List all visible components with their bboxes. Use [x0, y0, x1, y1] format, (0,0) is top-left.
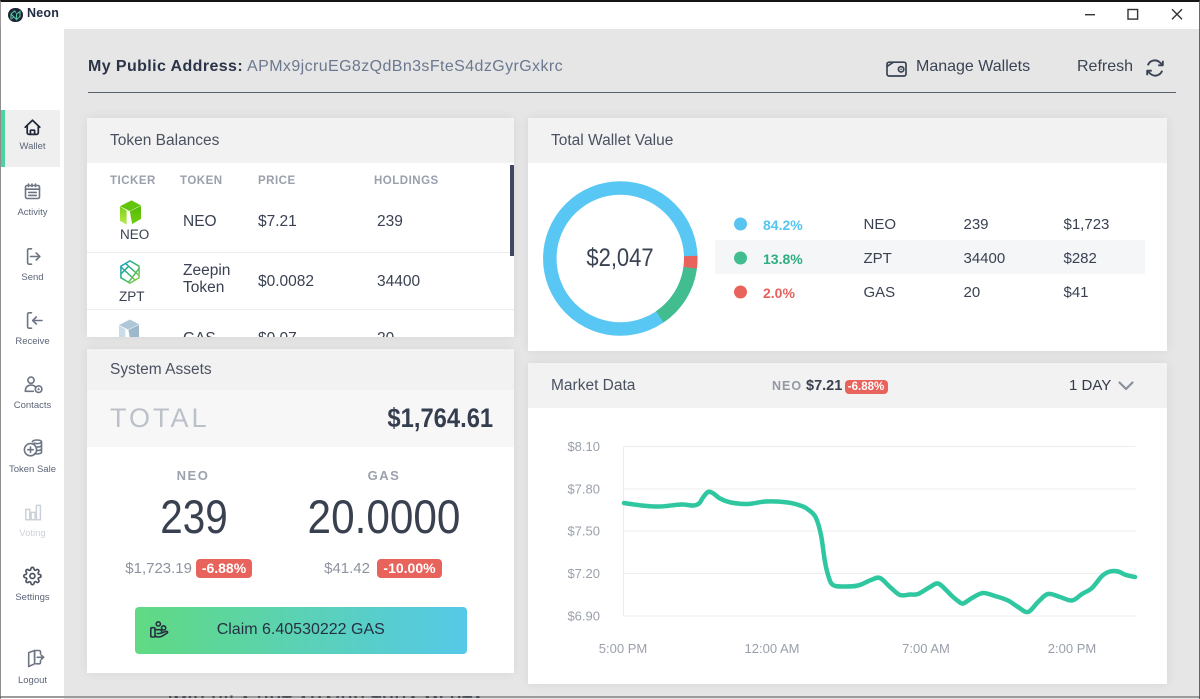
- svg-text:$7.50: $7.50: [567, 524, 600, 539]
- svg-text:12:00 AM: 12:00 AM: [745, 641, 800, 656]
- svg-text:7:00 AM: 7:00 AM: [902, 641, 950, 656]
- svg-text:5:00 PM: 5:00 PM: [599, 641, 647, 656]
- svg-text:$8.10: $8.10: [567, 439, 600, 454]
- svg-text:2:00 PM: 2:00 PM: [1048, 641, 1096, 656]
- svg-text:$6.90: $6.90: [567, 609, 600, 624]
- svg-text:$7.80: $7.80: [567, 482, 600, 497]
- svg-text:$7.20: $7.20: [567, 566, 600, 581]
